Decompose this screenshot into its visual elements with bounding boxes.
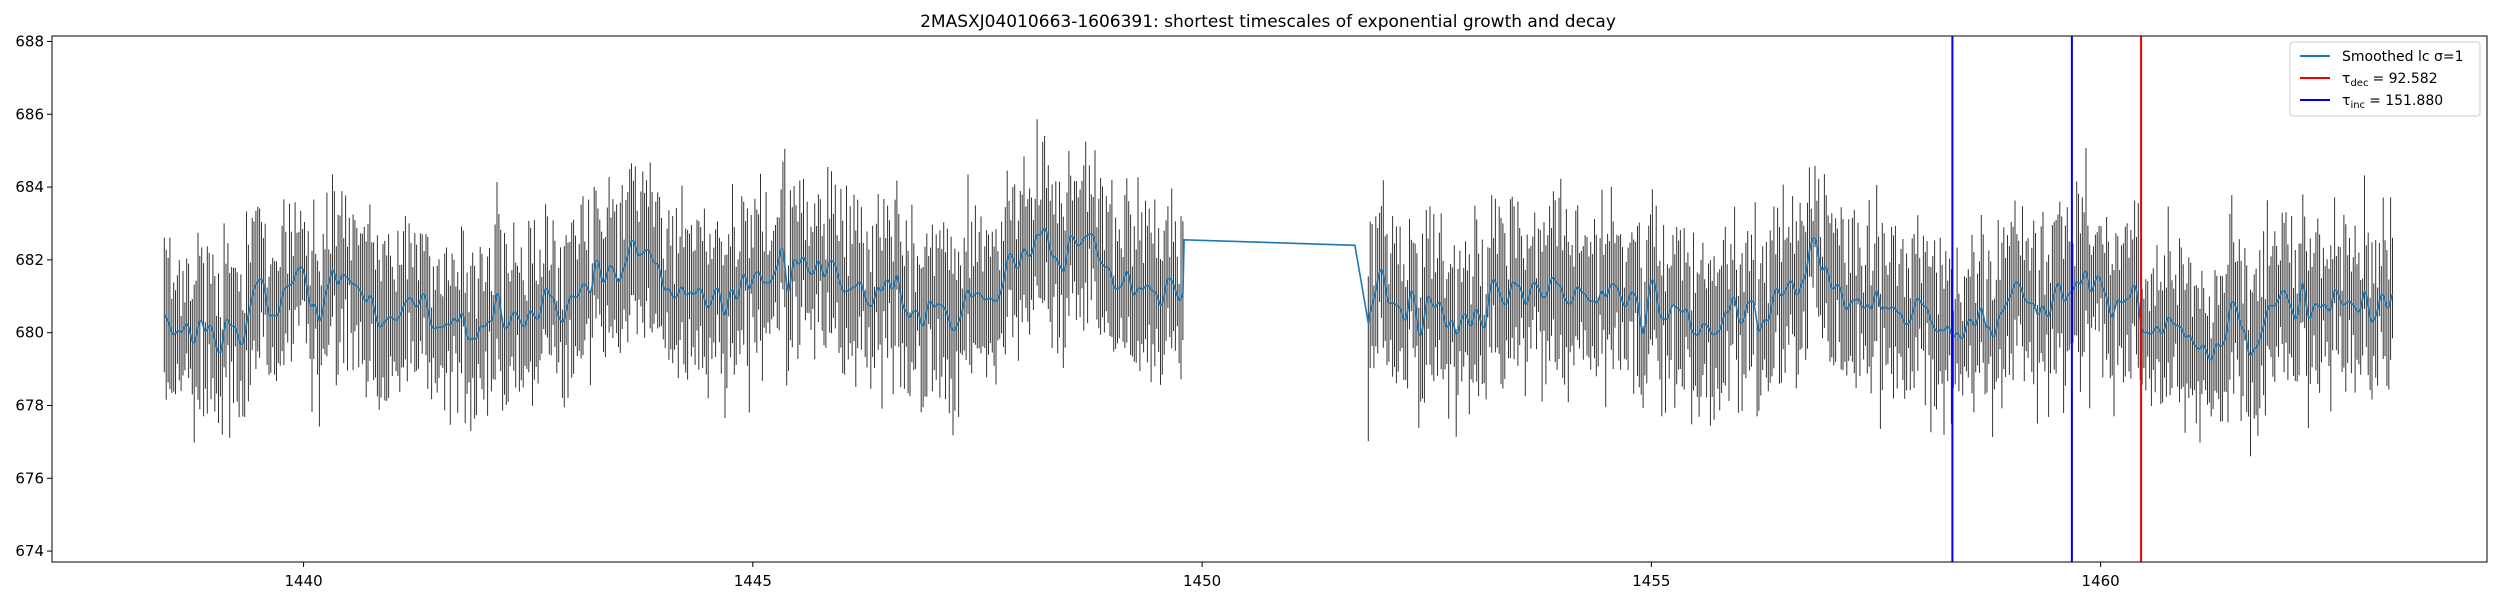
legend-label-tau-inc: τinc = 151.880: [2342, 93, 2443, 111]
y-tick-label: 674: [15, 542, 44, 560]
y-tick-label: 678: [15, 396, 44, 414]
chart-title: 2MASXJ04010663-1606391: shortest timesca…: [920, 12, 1616, 32]
x-tick-label: 1440: [284, 572, 322, 590]
legend-box: [2289, 41, 2481, 117]
y-axis: 674 676 678 680 682 684 686 688: [15, 32, 52, 560]
y-tick-label: 686: [15, 105, 44, 123]
smoothed-lightcurve-line: [163, 226, 2394, 361]
y-tick-label: 688: [15, 32, 44, 50]
legend: Smoothed lc σ=1 τdec = 92.582 τinc = 151.8…: [2289, 41, 2481, 117]
y-tick-label: 682: [15, 251, 44, 269]
x-axis: 1440 1445 1450 1455 1460: [284, 562, 2120, 590]
x-tick-label: 1445: [734, 572, 772, 590]
legend-label-smoothed: Smoothed lc σ=1: [2342, 49, 2464, 65]
x-tick-label: 1460: [2082, 572, 2120, 590]
x-tick-label: 1450: [1183, 572, 1221, 590]
legend-label-tau-dec: τdec = 92.582: [2342, 71, 2438, 89]
y-tick-label: 676: [15, 469, 44, 487]
y-tick-label: 680: [15, 324, 44, 342]
axes-frame: [51, 35, 2488, 563]
plot-area: [163, 36, 2394, 562]
error-bars: [163, 119, 2393, 457]
y-tick-label: 684: [15, 178, 44, 196]
x-tick-label: 1455: [1632, 572, 1670, 590]
